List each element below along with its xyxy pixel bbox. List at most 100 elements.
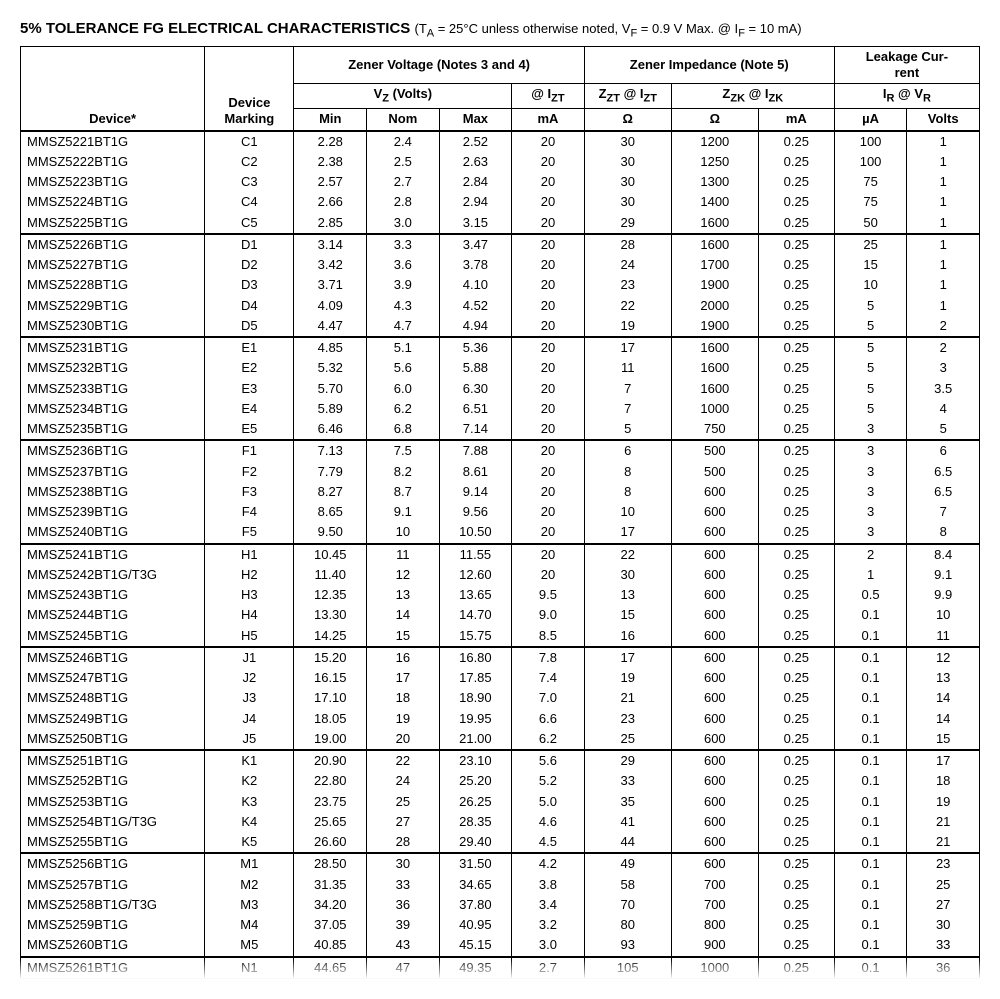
cell-value: 27 <box>367 812 440 832</box>
cell-value: 31.35 <box>294 875 367 895</box>
cell-marking: D3 <box>205 275 294 295</box>
cell-value: 0.25 <box>758 853 834 874</box>
cell-value: 600 <box>671 750 758 771</box>
cell-value: 1250 <box>671 152 758 172</box>
cell-value: 0.1 <box>834 853 907 874</box>
cell-device: MMSZ5244BT1G <box>21 605 205 625</box>
cell-device: MMSZ5227BT1G <box>21 255 205 275</box>
cell-value: 44 <box>584 832 671 853</box>
col-at-izt: @ IZT <box>512 84 585 109</box>
cell-value: 105 <box>584 957 671 979</box>
table-row: MMSZ5235BT1GE56.466.87.142057500.2535 <box>21 419 980 440</box>
cell-value: 75 <box>834 172 907 192</box>
cell-value: 1 <box>907 255 980 275</box>
cell-value: 5 <box>907 419 980 440</box>
cell-value: 0.1 <box>834 729 907 750</box>
cell-marking: M2 <box>205 875 294 895</box>
cell-value: 7 <box>584 379 671 399</box>
cell-value: 0.25 <box>758 502 834 522</box>
unit-vr-volts: Volts <box>907 109 980 131</box>
cell-value: 20 <box>512 192 585 212</box>
cell-value: 70 <box>584 895 671 915</box>
page-title: 5% TOLERANCE FG ELECTRICAL CHARACTERISTI… <box>20 20 980 40</box>
cell-value: 0.1 <box>834 957 907 979</box>
cell-value: 75 <box>834 192 907 212</box>
cell-value: 3.71 <box>294 275 367 295</box>
table-row: MMSZ5246BT1GJ115.201616.807.8176000.250.… <box>21 647 980 668</box>
cell-device: MMSZ5258BT1G/T3G <box>21 895 205 915</box>
cell-value: 7.14 <box>439 419 512 440</box>
cell-value: 7.79 <box>294 462 367 482</box>
cell-value: 8.4 <box>907 544 980 565</box>
cell-value: 0.25 <box>758 647 834 668</box>
cell-value: 600 <box>671 544 758 565</box>
cell-value: 7 <box>907 502 980 522</box>
cell-value: 3.42 <box>294 255 367 275</box>
cell-value: 5.1 <box>367 337 440 358</box>
col-zzt: ZZT @ IZT <box>584 84 671 109</box>
cell-marking: J2 <box>205 668 294 688</box>
table-row: MMSZ5242BT1G/T3GH211.401212.6020306000.2… <box>21 565 980 585</box>
cell-value: 25.65 <box>294 812 367 832</box>
cell-value: 20 <box>512 419 585 440</box>
cell-marking: F4 <box>205 502 294 522</box>
cell-value: 6.30 <box>439 379 512 399</box>
cell-marking: E5 <box>205 419 294 440</box>
cell-value: 34.20 <box>294 895 367 915</box>
cell-value: 19.00 <box>294 729 367 750</box>
table-row: MMSZ5237BT1GF27.798.28.612085000.2536.5 <box>21 462 980 482</box>
cell-value: 29 <box>584 750 671 771</box>
table-row: MMSZ5255BT1GK526.602829.404.5446000.250.… <box>21 832 980 853</box>
cell-value: 0.1 <box>834 647 907 668</box>
characteristics-table: Device* Device Marking Zener Voltage (No… <box>20 46 980 979</box>
cell-value: 19 <box>584 316 671 337</box>
cell-value: 5.88 <box>439 358 512 378</box>
cell-marking: J1 <box>205 647 294 668</box>
cell-value: 600 <box>671 626 758 647</box>
cell-value: 40.85 <box>294 935 367 956</box>
cell-value: 16.80 <box>439 647 512 668</box>
cell-value: 0.25 <box>758 152 834 172</box>
cell-value: 10 <box>907 605 980 625</box>
cell-value: 13 <box>367 585 440 605</box>
cell-marking: D1 <box>205 234 294 255</box>
cell-device: MMSZ5241BT1G <box>21 544 205 565</box>
cell-value: 9.56 <box>439 502 512 522</box>
col-device: Device* <box>21 46 205 131</box>
cell-value: 13 <box>584 585 671 605</box>
cell-value: 1 <box>907 152 980 172</box>
cell-value: 1 <box>907 131 980 152</box>
cell-value: 3.0 <box>512 935 585 956</box>
cell-device: MMSZ5222BT1G <box>21 152 205 172</box>
cell-value: 0.1 <box>834 626 907 647</box>
cell-marking: H5 <box>205 626 294 647</box>
cell-value: 2.38 <box>294 152 367 172</box>
table-row: MMSZ5224BT1GC42.662.82.94203014000.25751 <box>21 192 980 212</box>
cell-value: 4.7 <box>367 316 440 337</box>
cell-value: 6.2 <box>367 399 440 419</box>
cell-device: MMSZ5259BT1G <box>21 915 205 935</box>
cell-value: 3 <box>834 482 907 502</box>
cell-value: 4.6 <box>512 812 585 832</box>
cell-value: 0.25 <box>758 585 834 605</box>
cell-value: 5.0 <box>512 792 585 812</box>
cell-device: MMSZ5239BT1G <box>21 502 205 522</box>
cell-value: 3 <box>834 502 907 522</box>
cell-value: 3 <box>907 358 980 378</box>
cell-value: 17 <box>584 337 671 358</box>
cell-value: 600 <box>671 792 758 812</box>
cell-value: 29.40 <box>439 832 512 853</box>
cell-value: 3.15 <box>439 213 512 234</box>
cell-value: 0.1 <box>834 895 907 915</box>
cell-value: 2.84 <box>439 172 512 192</box>
cell-value: 10 <box>367 522 440 543</box>
cell-value: 10 <box>584 502 671 522</box>
cell-value: 4.2 <box>512 853 585 874</box>
cell-device: MMSZ5235BT1G <box>21 419 205 440</box>
cell-value: 17 <box>584 647 671 668</box>
title-main: 5% TOLERANCE FG ELECTRICAL CHARACTERISTI… <box>20 20 410 37</box>
cell-value: 49.35 <box>439 957 512 979</box>
table-row: MMSZ5260BT1GM540.854345.153.0939000.250.… <box>21 935 980 956</box>
cell-marking: H2 <box>205 565 294 585</box>
cell-value: 11.55 <box>439 544 512 565</box>
